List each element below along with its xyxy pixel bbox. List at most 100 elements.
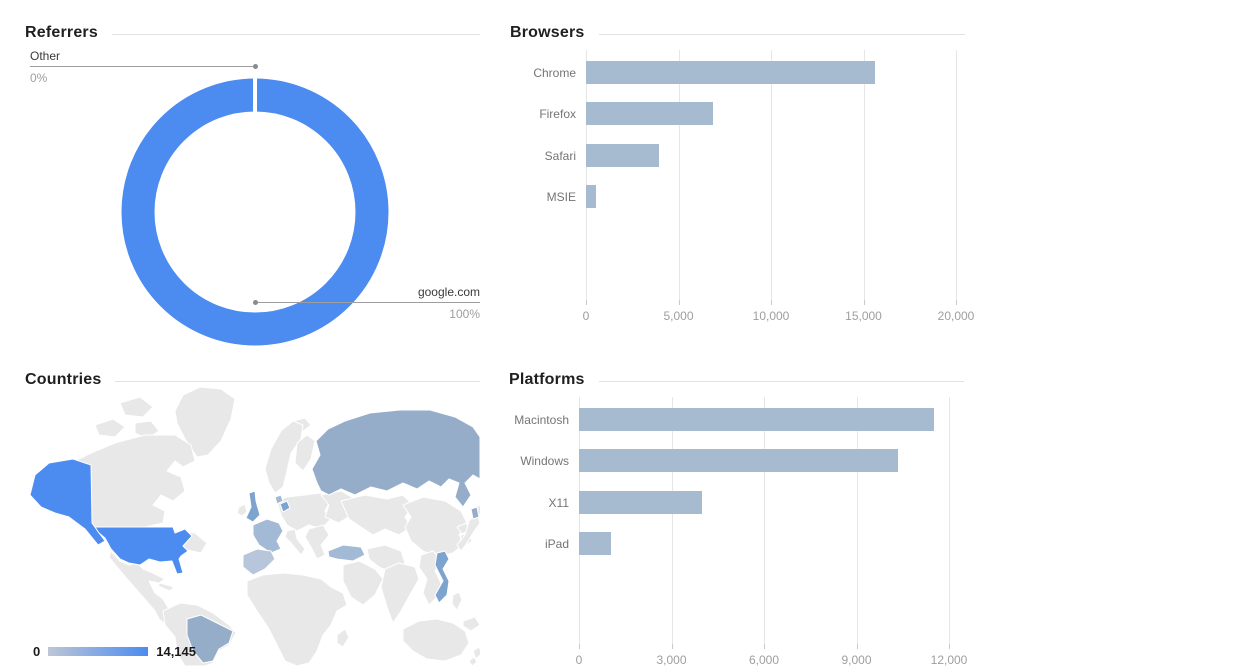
country-russia[interactable] [311,409,480,508]
bar-safari[interactable] [586,143,660,167]
category-label-ipad: iPad [544,537,569,551]
country-netherlands[interactable] [279,500,291,513]
bar-firefox[interactable] [586,102,713,125]
axis-tick-label: 12,000 [930,653,968,666]
panel-title-browsers: Browsers [510,24,585,41]
continent-africa [246,572,348,666]
arctic-island [94,418,126,438]
category-label-msie: MSIE [546,190,576,204]
bar-windows[interactable] [579,449,899,472]
country-spain[interactable] [242,548,276,576]
axis-tick-label: 10,000 [752,309,790,323]
panel-platforms: Platforms Macintosh Windows X11 iPad 0 3,000… [509,365,967,666]
axis-tick [579,644,580,649]
gridline [949,397,950,644]
panel-browsers: Browsers Chrome Firefox Safari MSIE 0 5,000 1… [510,18,974,332]
bar-msie[interactable] [586,185,597,208]
country-papua [462,616,480,632]
gridline [678,50,680,300]
country-ireland [236,503,248,517]
callout-google: google.com 100% [253,285,480,321]
panel-countries: Countries [25,365,480,666]
legend-min: 0 [33,644,41,659]
x-axis: 0 5,000 10,000 15,000 20,000 [582,300,974,326]
country-brazil[interactable] [186,614,234,664]
category-label-chrome: Chrome [533,65,576,80]
country-finland [294,434,316,472]
country-turkey[interactable] [327,544,366,562]
slice-label: Other [30,49,61,63]
leader-dot [253,300,258,305]
gridline [956,50,957,300]
panel-title-platforms: Platforms [509,371,585,388]
country-alaska[interactable] [29,458,106,546]
axis-tick-label: 15,000 [845,309,882,323]
leader-dot [253,64,258,69]
axis-tick-label: 5,000 [663,309,694,323]
country-new-zealand-south [468,656,478,666]
country-denmark[interactable] [274,494,284,505]
gridline [863,50,865,300]
panel-header: Countries [25,369,480,391]
category-label-firefox: Firefox [539,107,576,121]
title-divider [115,380,480,382]
country-india [380,562,420,624]
slice-value: 100% [449,307,480,321]
gridline [579,397,580,644]
country-madagascar [336,628,350,648]
callout-other: Other 0% [30,49,258,85]
region-arabia [342,560,384,606]
country-russia-sakhalin[interactable] [470,506,480,520]
category-label-macintosh: Macintosh [514,412,569,427]
gridline [764,397,765,644]
country-new-zealand [472,646,480,660]
category-label-x11: X11 [548,495,569,510]
title-divider [111,33,480,35]
region-scandinavia [264,420,304,494]
bar-x11[interactable] [579,490,703,514]
country-united-states[interactable] [94,526,193,575]
leader-line [253,300,480,305]
arctic-island [119,396,154,418]
bar-macintosh[interactable] [579,407,934,431]
country-united-kingdom[interactable] [245,490,261,523]
country-philippines [451,591,463,611]
panel-title-referrers: Referrers [25,24,98,41]
axis-tick [586,300,587,305]
country-vietnam[interactable] [434,550,450,604]
region-balkans [304,524,330,560]
bar-chrome[interactable] [586,60,875,84]
panel-referrers: Referrers Other 0% google.com 100% [25,18,480,346]
region-east-europe [320,490,356,524]
category-labels: Chrome Firefox Safari MSIE [510,50,576,300]
country-australia [402,618,470,662]
browsers-chart: Chrome Firefox Safari MSIE 0 5,000 10,000 15,0… [510,50,974,330]
referrers-donut-chart: Other 0% google.com 100% [25,44,480,346]
axis-tick [863,300,865,305]
gridline [771,50,772,300]
donut-chart[interactable] [120,74,390,350]
plot-area [579,397,950,644]
country-italy [284,528,306,556]
leader-line [30,64,258,69]
platforms-chart: Macintosh Windows X11 iPad 0 3,000 6,000 9,000… [509,397,967,666]
gridline [856,397,858,644]
slice-value: 0% [30,71,48,85]
axis-tick-label: 20,000 [937,309,975,323]
bar-ipad[interactable] [579,532,612,555]
axis-tick [671,644,673,649]
axis-tick-label: 0 [582,309,590,323]
axis-tick [856,644,858,649]
country-greenland [174,386,236,458]
panel-header: Browsers [510,22,965,44]
plot-area [586,50,957,300]
title-divider [598,380,964,382]
category-label-safari: Safari [544,148,576,163]
gridline [671,397,673,644]
country-france[interactable] [252,518,284,554]
world-map [29,386,480,666]
slice-label: google.com [417,285,480,299]
gridline [586,50,587,300]
region-central-asia [340,494,414,536]
